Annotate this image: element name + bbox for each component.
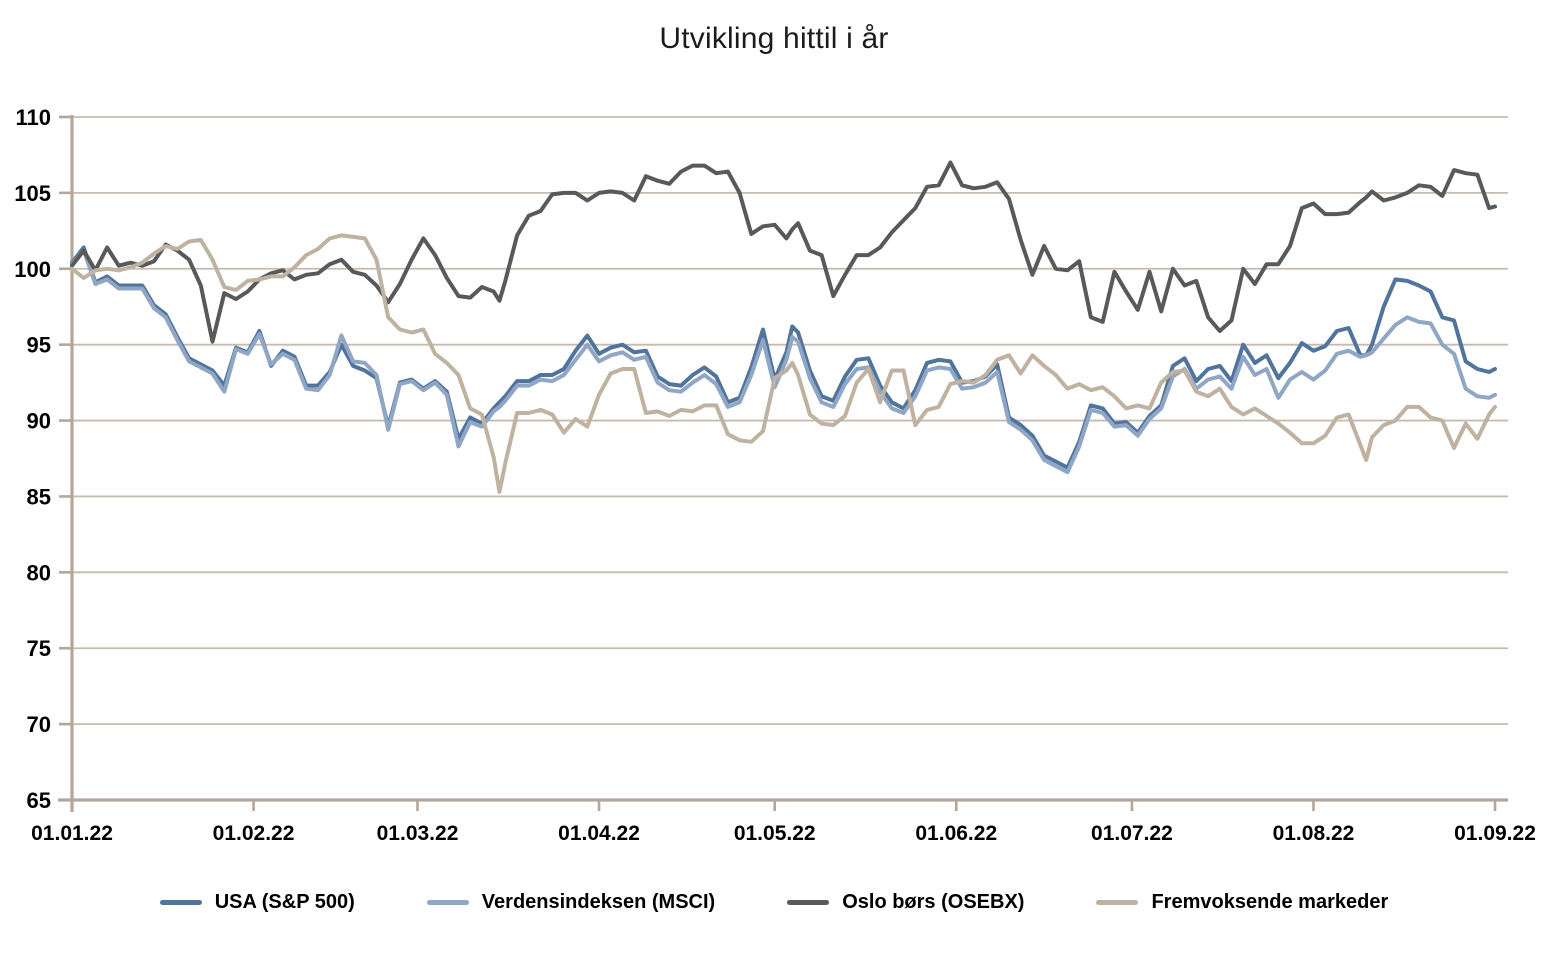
svg-text:90: 90 (27, 409, 51, 434)
svg-text:80: 80 (27, 560, 51, 585)
chart-legend: USA (S&P 500) Verdensindeksen (MSCI) Osl… (0, 891, 1548, 914)
legend-label: Oslo børs (OSEBX) (842, 891, 1025, 913)
legend-item-fremvoksende: Fremvoksende markeder (1096, 891, 1388, 914)
svg-text:01.09.22: 01.09.22 (1454, 822, 1536, 845)
legend-label: USA (S&P 500) (214, 891, 355, 913)
legend-item-osebx: Oslo børs (OSEBX) (787, 891, 1024, 914)
svg-text:01.08.22: 01.08.22 (1273, 822, 1355, 845)
svg-text:01.03.22: 01.03.22 (377, 822, 459, 845)
usa-series-marker (159, 900, 202, 905)
svg-text:75: 75 (27, 636, 51, 661)
svg-text:01.07.22: 01.07.22 (1091, 822, 1173, 845)
legend-label: Verdensindeksen (MSCI) (481, 891, 716, 913)
svg-text:105: 105 (14, 181, 51, 206)
svg-text:01.05.22: 01.05.22 (734, 822, 816, 845)
svg-text:01.06.22: 01.06.22 (915, 822, 997, 845)
chart-title: Utvikling hittil i år (659, 22, 889, 55)
svg-text:65: 65 (27, 788, 51, 813)
svg-text:01.02.22: 01.02.22 (213, 822, 295, 845)
legend-label: Fremvoksende markeder (1151, 891, 1389, 913)
svg-text:100: 100 (14, 257, 51, 282)
svg-text:01.04.22: 01.04.22 (558, 822, 640, 845)
msci-series-marker (426, 900, 469, 905)
osebx-series-marker (787, 900, 830, 905)
svg-text:110: 110 (16, 105, 52, 130)
fremvoksende-series-marker (1096, 900, 1139, 905)
legend-item-msci: Verdensindeksen (MSCI) (426, 891, 716, 914)
svg-text:85: 85 (27, 484, 51, 509)
svg-text:95: 95 (27, 333, 51, 358)
legend-item-usa: USA (S&P 500) (159, 891, 355, 914)
svg-text:70: 70 (27, 712, 51, 737)
svg-text:01.01.22: 01.01.22 (31, 822, 113, 845)
